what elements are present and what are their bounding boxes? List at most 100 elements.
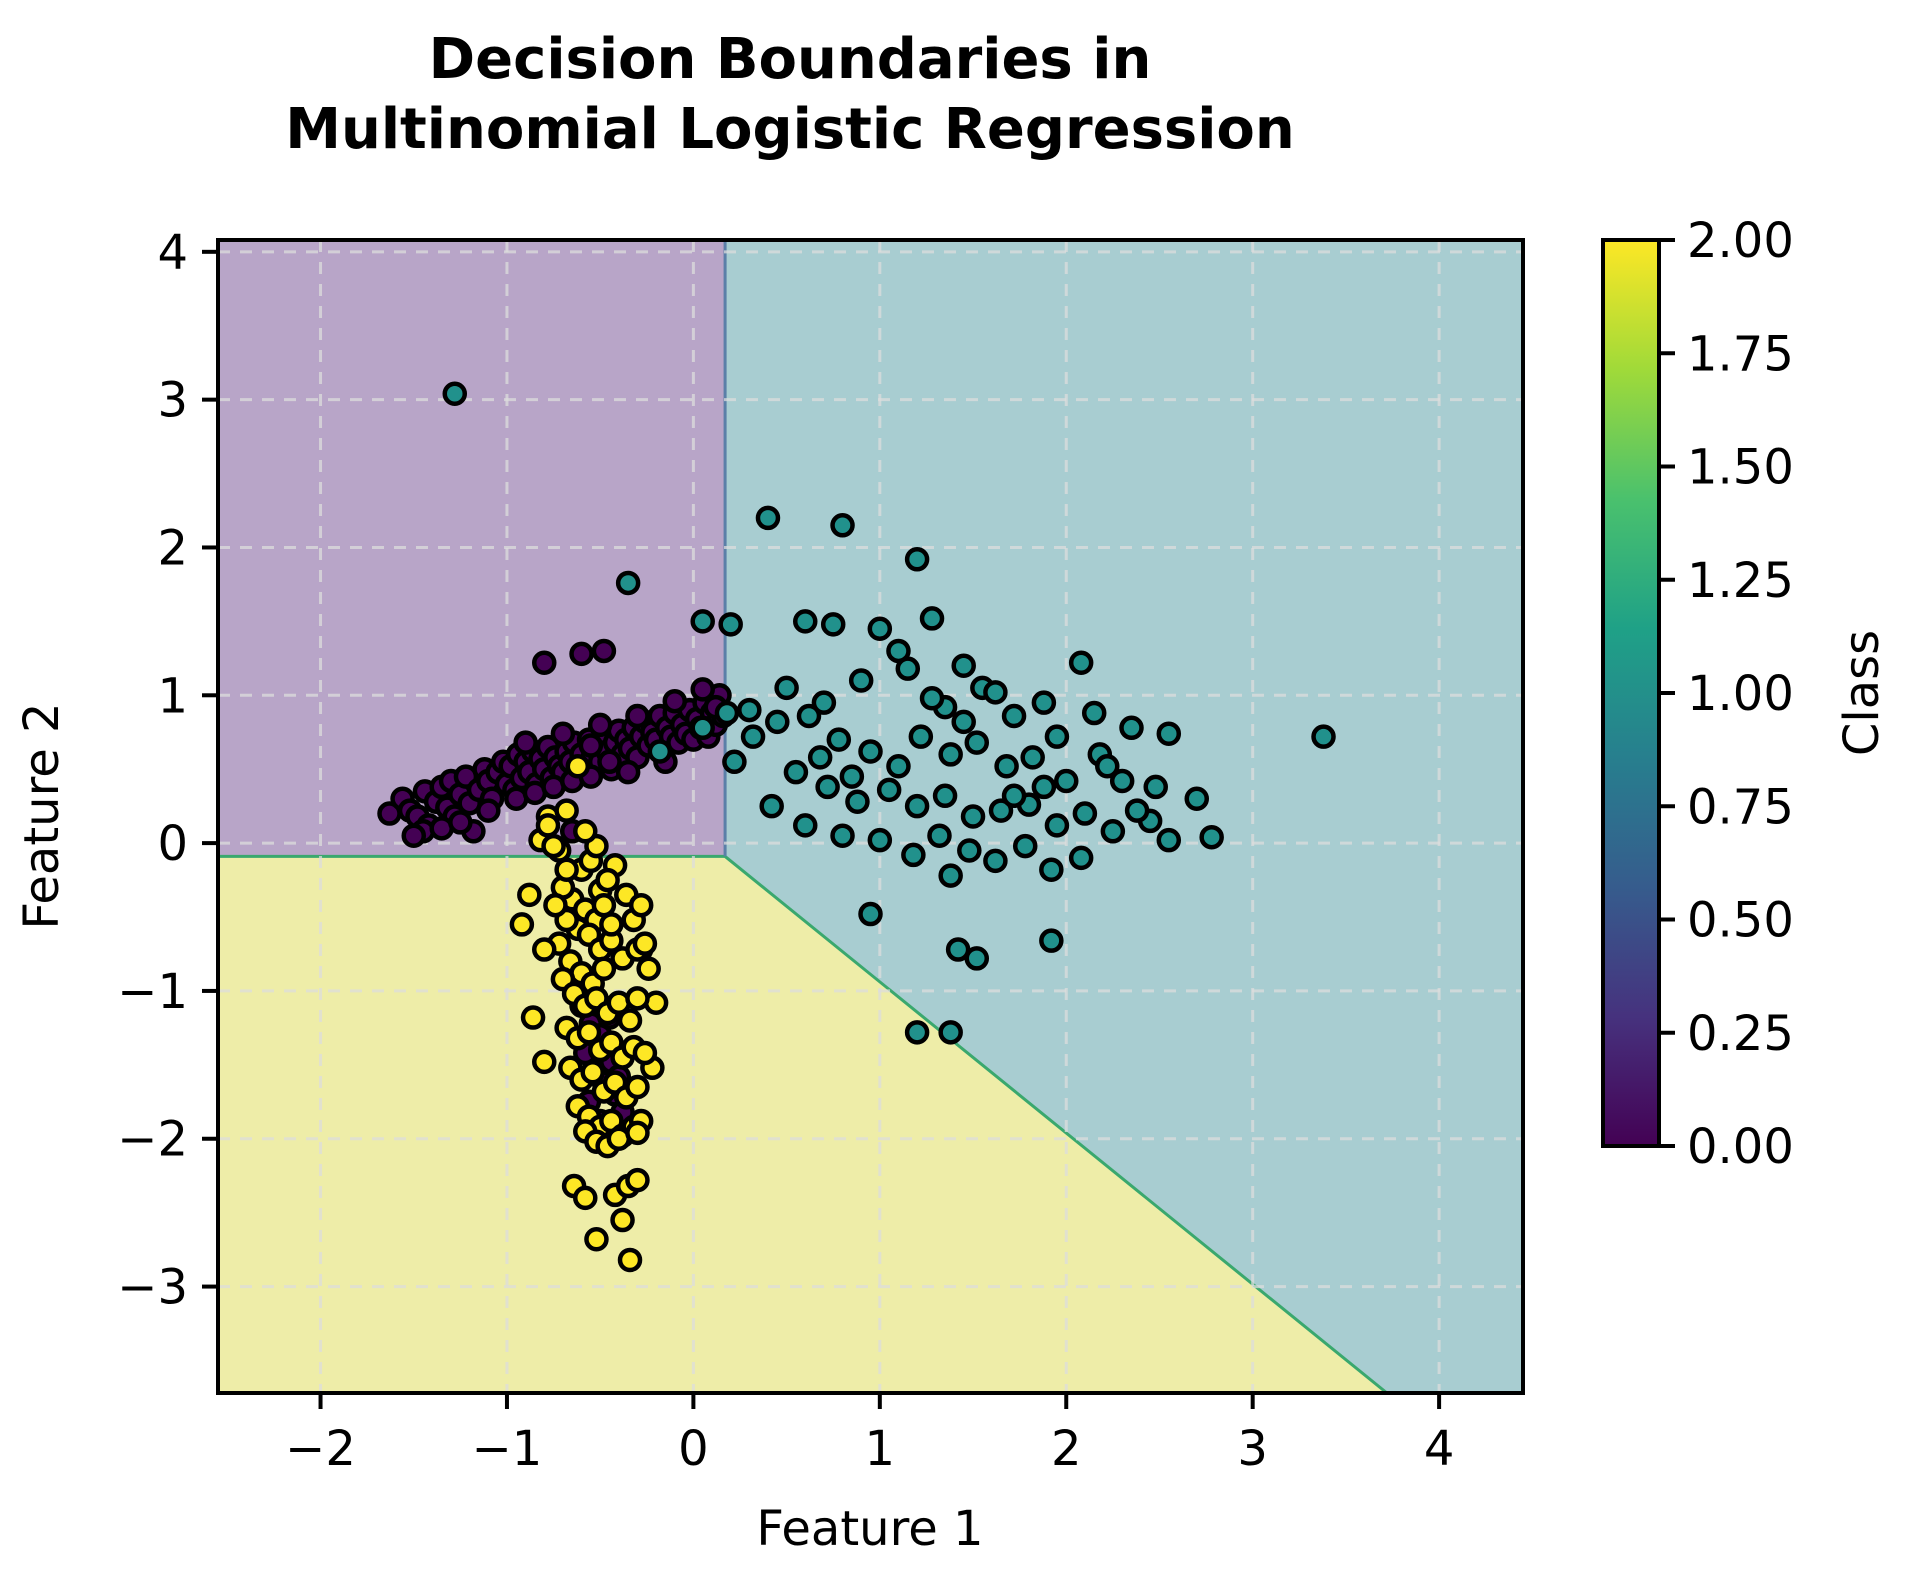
scatter-point <box>830 823 855 848</box>
scatter-point <box>1039 857 1064 882</box>
scatter-point <box>994 753 1019 779</box>
scatter-point <box>576 1020 602 1045</box>
scatter-point <box>1311 724 1336 749</box>
colorbar-tick-label: 1.75 <box>1687 326 1794 382</box>
y-tick-label: 0 <box>157 816 188 872</box>
scatter-point <box>1020 745 1045 770</box>
scatter-point <box>1095 753 1120 779</box>
scatter-point <box>820 612 846 637</box>
scatter-point <box>945 937 971 962</box>
decision-regions <box>218 240 1523 1393</box>
scatter-point <box>597 749 622 775</box>
scatter-point <box>960 804 986 829</box>
scatter-point <box>448 810 473 835</box>
scatter-point <box>755 505 781 531</box>
x-tick-label: −1 <box>472 1421 543 1477</box>
scatter-point <box>951 653 976 678</box>
scatter-point <box>647 739 673 764</box>
scatter-point <box>565 753 591 779</box>
scatter-point <box>1072 801 1098 826</box>
colorbar-tick-label: 0.00 <box>1687 1119 1794 1175</box>
scatter-point <box>964 730 990 755</box>
scatter-point <box>938 863 963 888</box>
scatter-point <box>1143 774 1168 800</box>
scatter-point <box>636 956 661 982</box>
axes-frame <box>216 238 1525 1395</box>
x-tick-label: 1 <box>865 1421 896 1477</box>
scatter-point <box>826 727 852 752</box>
x-tick-label: −2 <box>285 1421 356 1477</box>
scatter-point <box>938 1020 963 1045</box>
scatter-point <box>876 777 902 803</box>
colorbar-tick-label: 0.25 <box>1687 1006 1794 1062</box>
scatter-point <box>632 1040 658 1066</box>
scatter-point <box>919 685 945 711</box>
boundary-line-lower <box>218 854 1388 1393</box>
x-tick-label: 2 <box>1051 1421 1082 1477</box>
scatter-point <box>858 901 883 927</box>
scatter-point <box>774 675 799 701</box>
scatter-point <box>964 946 990 971</box>
scatter-point <box>1039 928 1064 953</box>
scatter-point <box>476 798 501 823</box>
colorbar-tick-label: 0.75 <box>1687 779 1794 835</box>
scatter-point <box>988 798 1014 823</box>
scatter-point <box>1001 783 1027 809</box>
scatter-point <box>867 827 893 853</box>
x-axis-label: Feature 1 <box>756 1501 983 1557</box>
scatter-point <box>886 753 911 779</box>
colorbar-tick-label: 1.50 <box>1687 440 1794 496</box>
y-axis-label: Feature 2 <box>14 702 70 929</box>
scatter-point <box>587 712 613 738</box>
scatter-point <box>815 774 840 800</box>
scatter-point <box>1068 650 1094 676</box>
scatter-point <box>858 739 883 764</box>
scatter-point <box>625 1167 650 1193</box>
scatter-point <box>517 882 542 908</box>
x-tick-label: 4 <box>1424 1421 1455 1477</box>
scatter-point <box>783 759 809 785</box>
scatter-point <box>1068 845 1094 871</box>
scatter-point <box>599 912 624 937</box>
scatter-point <box>848 668 874 693</box>
scatter-point <box>509 912 535 937</box>
scatter-point <box>908 724 934 749</box>
scatter-point <box>550 721 576 746</box>
scatter-point <box>1199 824 1224 850</box>
y-tick-label: −3 <box>117 1260 188 1316</box>
scatter-point <box>927 823 952 848</box>
scatter-point <box>625 703 650 729</box>
scatter-point <box>625 1120 650 1146</box>
scatter-point <box>765 709 790 735</box>
scatter-point <box>811 690 837 715</box>
scatter-points <box>377 381 1336 1273</box>
scatter-point <box>442 381 468 406</box>
scatter-point <box>595 867 620 893</box>
scatter-point <box>554 798 579 823</box>
scatter-point <box>1119 715 1144 741</box>
scatter-point <box>662 688 687 714</box>
scatter-point <box>690 609 715 634</box>
scatter-point <box>1081 700 1107 726</box>
scatter-point <box>591 638 617 664</box>
colorbar-tick-label: 0.50 <box>1687 893 1794 949</box>
scatter-point <box>886 638 911 664</box>
scatter-point <box>554 857 579 882</box>
y-tick-label: 2 <box>157 520 188 576</box>
scatter-point <box>543 892 568 918</box>
scatter-point <box>580 1059 605 1085</box>
y-tick-label: −2 <box>117 1112 188 1168</box>
scatter-point <box>1109 768 1135 794</box>
scatter-point <box>867 616 893 642</box>
scatter-point <box>1012 833 1038 859</box>
y-tick-label: 3 <box>157 373 188 429</box>
scatter-point <box>520 1005 546 1030</box>
scatter-point <box>535 813 561 838</box>
scatter-point <box>839 764 865 789</box>
scatter-point <box>845 789 870 814</box>
scatter-point <box>740 724 766 749</box>
scatter-point <box>632 931 658 956</box>
scatter-point <box>807 745 833 770</box>
scatter-point <box>573 819 598 844</box>
